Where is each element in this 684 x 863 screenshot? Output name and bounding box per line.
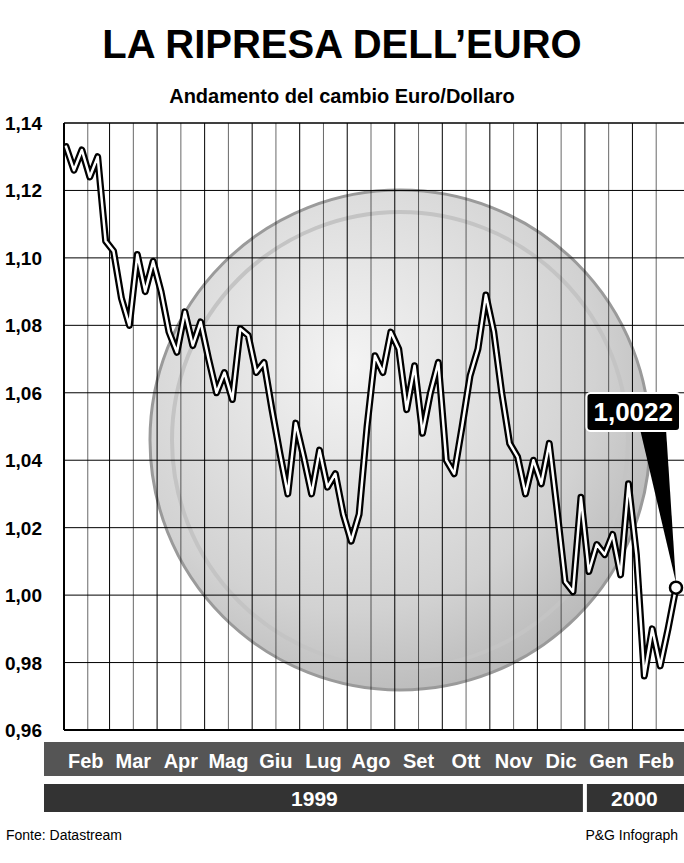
x-tick-label: Set — [403, 750, 434, 772]
coin-decoration — [150, 190, 650, 690]
coin-rim — [172, 212, 628, 668]
x-minor-grid-line — [371, 123, 372, 730]
title: LA RIPRESA DELL’EURO — [102, 22, 581, 66]
x-grid-line — [109, 123, 110, 730]
x-tick-label: Mag — [208, 750, 248, 772]
rate-line — [66, 147, 676, 676]
x-tick-label: Dic — [546, 750, 577, 772]
y-tick-label: 1,08 — [5, 315, 42, 336]
x-grid-line — [394, 123, 395, 730]
y-tick-label: 1,10 — [5, 248, 42, 269]
x-tick-label: Gen — [589, 750, 628, 772]
x-tick-label: Feb — [638, 750, 674, 772]
y-grid-line — [64, 123, 684, 124]
y-grid-line — [64, 730, 684, 731]
line-group — [66, 147, 676, 676]
year-band — [587, 784, 684, 812]
rate-line-highlight — [66, 147, 676, 676]
x-grid-line — [64, 123, 65, 730]
year-label: 2000 — [611, 787, 658, 810]
x-tick-label: Ago — [352, 750, 391, 772]
y-tick-label: 0,96 — [5, 720, 42, 741]
y-tick-label: 1,02 — [5, 518, 42, 539]
y-tick-label: 1,04 — [5, 450, 42, 471]
x-minor-grid-line — [466, 123, 467, 730]
x-grid-line — [204, 123, 205, 730]
x-grid-line — [157, 123, 158, 730]
y-tick-label: 1,14 — [5, 113, 42, 134]
year-band — [44, 784, 583, 812]
annotation-dot-group — [670, 582, 682, 594]
x-tick-label: Feb — [68, 750, 104, 772]
x-minor-grid-line — [513, 123, 514, 730]
x-minor-grid-line — [323, 123, 324, 730]
x-minor-grid-line — [87, 123, 88, 730]
y-axis — [63, 123, 65, 730]
y-tick-label: 1,06 — [5, 383, 42, 404]
chart: LA RIPRESA DELL’EURO Andamento del cambio… — [0, 0, 684, 863]
x-grid-line — [537, 123, 538, 730]
grid — [64, 123, 684, 730]
x-grid-line — [584, 123, 585, 730]
y-tick-label: 0,98 — [5, 653, 42, 674]
x-minor-grid-line — [228, 123, 229, 730]
source: Fonte: Datastream — [6, 827, 122, 843]
x-tick-label: Apr — [164, 750, 199, 772]
x-minor-grid-line — [180, 123, 181, 730]
annotation-pointer — [640, 429, 676, 583]
x-minor-grid-line — [561, 123, 562, 730]
x-tick-label: Mar — [116, 750, 152, 772]
plot-top — [64, 123, 684, 124]
annotation-label: 1,0022 — [593, 397, 673, 427]
y-tick-label: 1,12 — [5, 180, 42, 201]
x-tick-label: Nov — [495, 750, 534, 772]
y-tick-label: 1,00 — [5, 585, 42, 606]
month-band — [44, 742, 684, 776]
x-grid-line — [489, 123, 490, 730]
annotation-dot — [670, 582, 682, 594]
x-grid-line — [252, 123, 253, 730]
credit: P&G Infograph — [585, 827, 678, 843]
x-grid-line — [347, 123, 348, 730]
x-axis — [64, 729, 684, 731]
x-tick-label: Ott — [452, 750, 481, 772]
year-label: 1999 — [291, 787, 338, 810]
x-tick-label: Lug — [305, 750, 342, 772]
x-tick-label: Giu — [259, 750, 292, 772]
subtitle: Andamento del cambio Euro/Dollaro — [169, 85, 515, 107]
x-minor-grid-line — [133, 123, 134, 730]
annotation-box — [586, 393, 680, 431]
coin — [150, 190, 650, 690]
